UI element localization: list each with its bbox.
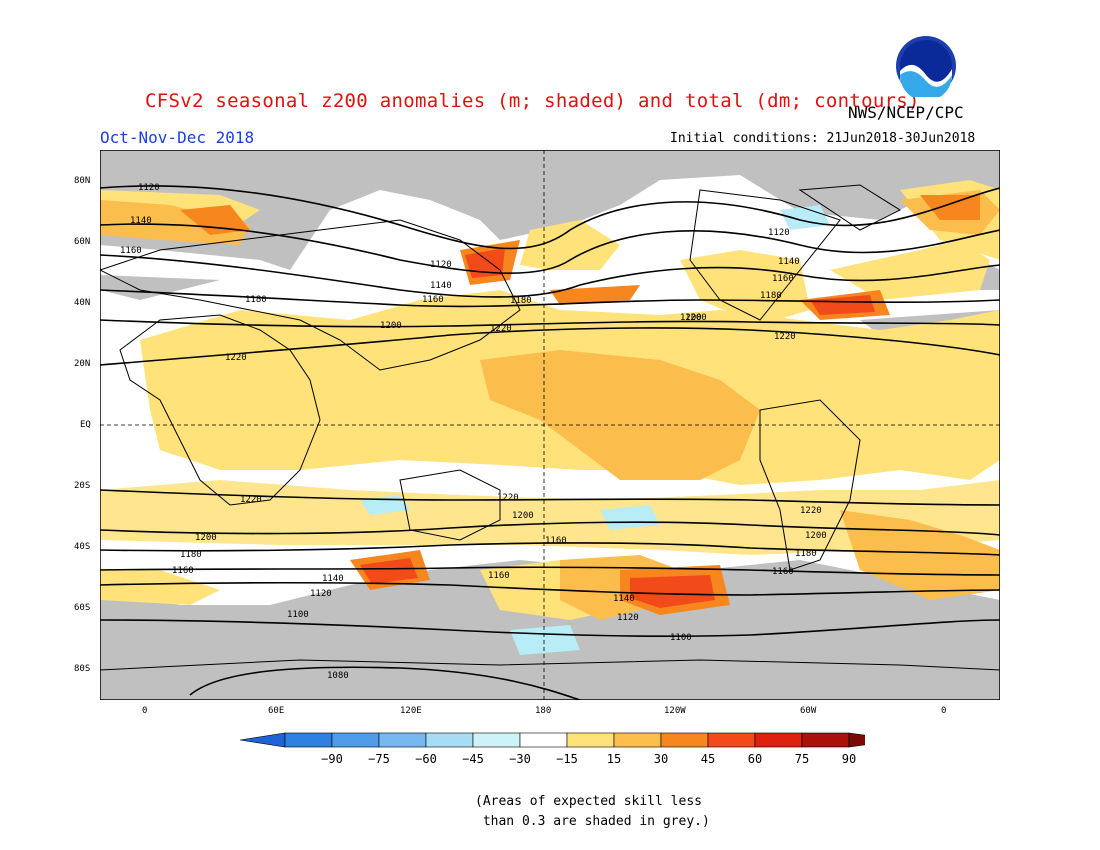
- lat-label: EQ: [80, 420, 91, 430]
- lat-label: 80S: [74, 664, 91, 674]
- contour-label: 1160: [422, 295, 444, 305]
- legend-label: −45: [462, 752, 484, 766]
- contour-label: 1220: [225, 353, 247, 363]
- legend-swatch: [331, 732, 380, 748]
- legend-label: −60: [415, 752, 437, 766]
- anomaly-map: 1120 1140 1160 1180 1200 1220 1120 1140 …: [98, 149, 1001, 701]
- contour-label: 1200: [512, 511, 534, 521]
- agency-label: NWS/NCEP/CPC: [848, 103, 964, 122]
- skill-note: (Areas of expected skill less than 0.3 a…: [475, 794, 710, 829]
- lon-label: 0: [941, 706, 947, 716]
- contour-label: 1160: [772, 567, 794, 577]
- lat-label: 80N: [74, 176, 91, 186]
- legend-swatch: [519, 732, 568, 748]
- contour-label: 1100: [287, 610, 309, 620]
- contour-label: 1120: [138, 183, 160, 193]
- contour-label: 1140: [778, 257, 800, 267]
- chart-title: CFSv2 seasonal z200 anomalies (m; shaded…: [145, 90, 920, 112]
- legend-label: 45: [701, 752, 715, 766]
- legend-label: 60: [748, 752, 762, 766]
- noaa-logo: [896, 36, 956, 97]
- anomaly-pos60: [360, 248, 875, 608]
- legend-label: −90: [321, 752, 343, 766]
- contour-label: 1200: [195, 533, 217, 543]
- legend-label: −30: [509, 752, 531, 766]
- legend-swatch: [754, 732, 803, 748]
- contour-label: 1220: [490, 324, 512, 334]
- contour-label: 1180: [510, 296, 532, 306]
- contour-label: 1200: [680, 313, 702, 323]
- map-canvas: 1120 1140 1160 1180 1200 1220 1120 1140 …: [98, 149, 1001, 701]
- lon-label: 120W: [664, 706, 686, 716]
- lon-label: 0: [142, 706, 148, 716]
- lat-label: 60S: [74, 603, 91, 613]
- contour-label: 1160: [488, 571, 510, 581]
- height-contours: [99, 185, 1001, 701]
- legend-swatch: [801, 732, 850, 748]
- lon-label: 180: [535, 706, 552, 716]
- contour-label: 1180: [180, 550, 202, 560]
- contour-label: 1200: [685, 313, 707, 323]
- color-legend: −90 −75 −60 −45 −30 −15 15 30 45 60 75 90: [239, 732, 865, 766]
- contour-label: 1160: [545, 536, 567, 546]
- legend-bar: [239, 732, 865, 748]
- legend-arrow-low: [239, 732, 286, 748]
- contour-label: 1140: [613, 594, 635, 604]
- contour-label: 1180: [795, 549, 817, 559]
- legend-label: 15: [607, 752, 621, 766]
- lat-label: 60N: [74, 237, 91, 247]
- lat-label: 20S: [74, 481, 91, 491]
- contour-label: 1220: [800, 506, 822, 516]
- contour-label: 1160: [772, 274, 794, 284]
- legend-swatch: [425, 732, 474, 748]
- eurasia-outline: [98, 219, 521, 371]
- legend-label: 30: [654, 752, 668, 766]
- contour-label: 1180: [245, 295, 267, 305]
- lon-label: 60W: [800, 706, 817, 716]
- south-america-outline: [759, 399, 861, 571]
- contour-label: 1100: [670, 633, 692, 643]
- contour-label: 1120: [617, 613, 639, 623]
- contour-label: 1140: [130, 216, 152, 226]
- contour-label: 1220: [774, 332, 796, 342]
- north-america-outline: [689, 189, 841, 321]
- contour-label: 1160: [120, 246, 142, 256]
- legend-arrow-high: [848, 732, 865, 748]
- contour-label: 1220: [240, 495, 262, 505]
- lat-label: 40N: [74, 298, 91, 308]
- greenland-outline: [798, 184, 902, 231]
- legend-label: 90: [842, 752, 856, 766]
- legend-swatch: [566, 732, 615, 748]
- contour-label: 1180: [760, 291, 782, 301]
- legend-swatch: [707, 732, 756, 748]
- contour-labels: 1120 1140 1160 1180 1200 1220 1120 1140 …: [120, 183, 827, 681]
- legend-label: 75: [795, 752, 809, 766]
- forecast-period: Oct-Nov-Dec 2018: [100, 128, 255, 147]
- contour-label: 1120: [430, 260, 452, 270]
- lat-label: 40S: [74, 542, 91, 552]
- contour-label: 1120: [768, 228, 790, 238]
- africa-outline: [119, 314, 321, 506]
- contour-label: 1140: [430, 281, 452, 291]
- legend-swatch: [613, 732, 662, 748]
- legend-swatch: [660, 732, 709, 748]
- legend-labels: −90 −75 −60 −45 −30 −15 15 30 45 60 75 90: [321, 752, 856, 766]
- initial-conditions: Initial conditions: 21Jun2018-30Jun2018: [670, 131, 976, 146]
- contour-label: 1120: [310, 589, 332, 599]
- lat-label: 20N: [74, 359, 91, 369]
- lon-label: 120E: [400, 706, 422, 716]
- legend-swatch: [284, 732, 333, 748]
- contour-label: 1160: [172, 566, 194, 576]
- contour-label: 1220: [497, 493, 519, 503]
- contour-label: 1140: [322, 574, 344, 584]
- legend-swatch: [378, 732, 427, 748]
- legend-label: −15: [556, 752, 578, 766]
- contour-label: 1080: [327, 671, 349, 681]
- antarctica-outline: [99, 659, 1001, 671]
- legend-swatch: [472, 732, 521, 748]
- lon-label: 60E: [268, 706, 285, 716]
- contour-label: 1200: [805, 531, 827, 541]
- contour-label: 1200: [380, 321, 402, 331]
- legend-label: −75: [368, 752, 390, 766]
